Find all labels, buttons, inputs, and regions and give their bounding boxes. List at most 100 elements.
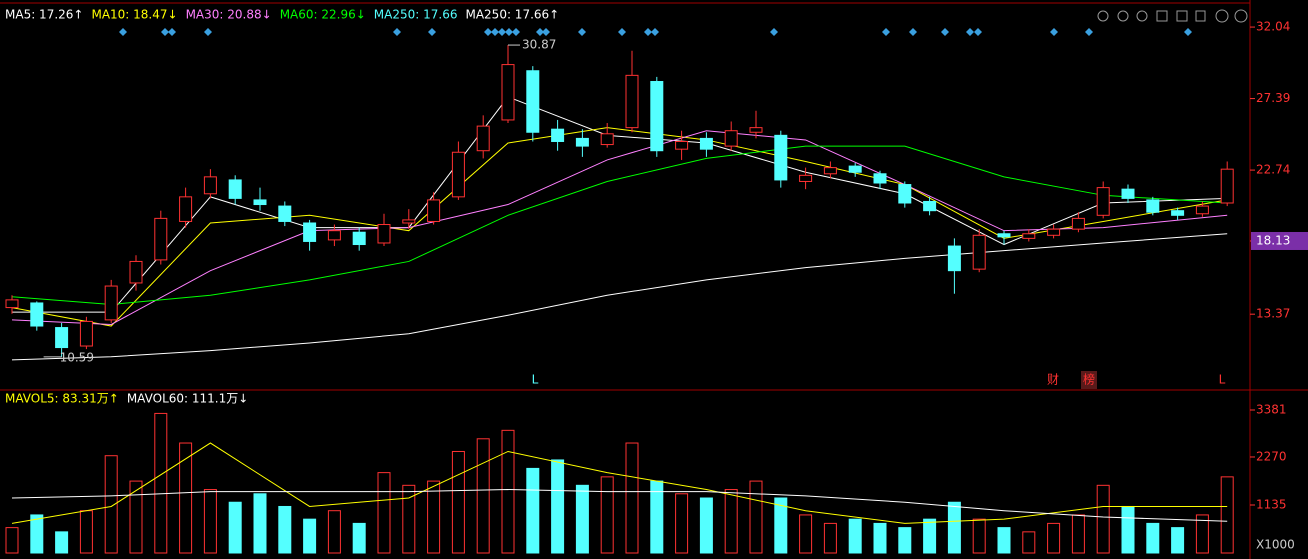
event-marker xyxy=(941,28,949,36)
candle-body xyxy=(923,200,937,212)
candle-body xyxy=(848,165,862,173)
candle-body xyxy=(253,199,267,206)
tool-icon[interactable] xyxy=(1234,9,1248,23)
volume-bar xyxy=(154,412,168,554)
candle-body xyxy=(303,222,317,242)
volume-bar xyxy=(203,489,217,554)
candle-body xyxy=(650,81,664,152)
event-marker xyxy=(498,28,506,36)
volume-bar xyxy=(873,522,887,554)
unit-bg xyxy=(1251,536,1308,554)
volume-bar xyxy=(476,438,490,554)
event-marker xyxy=(168,28,176,36)
volume-bar xyxy=(526,467,540,554)
event-marker xyxy=(484,28,492,36)
event-marker xyxy=(428,28,436,36)
y-tick-label: 13.37 xyxy=(1256,307,1290,321)
event-label: 榜 xyxy=(1083,372,1095,387)
volume-bar xyxy=(848,518,862,554)
tool-icon[interactable] xyxy=(1097,10,1109,22)
event-marker xyxy=(161,28,169,36)
candle-body xyxy=(551,128,565,142)
tool-icon[interactable] xyxy=(1176,10,1188,22)
event-marker xyxy=(770,28,778,36)
event-marker xyxy=(974,28,982,36)
volume-bar xyxy=(1022,531,1036,554)
marker-bg xyxy=(1081,371,1097,389)
candle-body xyxy=(575,137,589,147)
candle-body xyxy=(427,199,441,222)
event-marker xyxy=(491,28,499,36)
ma-line xyxy=(11,233,1228,361)
tool-icon[interactable] xyxy=(1156,10,1168,22)
candle-body xyxy=(228,179,242,199)
candle-body xyxy=(625,74,639,129)
volume-bar xyxy=(179,442,193,554)
volume-bar xyxy=(1047,522,1061,554)
price-highlight xyxy=(1251,231,1308,250)
volume-bar xyxy=(427,480,441,554)
y-tick-label: 18.13 xyxy=(1256,233,1290,247)
candle-body xyxy=(699,137,713,150)
y-tick-label: 1135 xyxy=(1256,497,1287,511)
candle-body xyxy=(402,219,416,224)
y-tick-label: 22.74 xyxy=(1256,163,1290,177)
event-marker xyxy=(1050,28,1058,36)
volume-bar xyxy=(30,514,44,554)
event-label: L xyxy=(532,373,539,387)
volume-bar xyxy=(699,497,713,554)
y-tick-label: 27.39 xyxy=(1256,91,1290,105)
volume-bar xyxy=(55,531,69,554)
tool-icon[interactable] xyxy=(1136,10,1148,22)
volume-bar xyxy=(1121,505,1135,554)
ma-line xyxy=(11,130,1228,325)
volume-bar xyxy=(551,459,565,554)
candle-body xyxy=(1022,233,1036,239)
candle-body xyxy=(30,302,44,327)
volume-bar xyxy=(352,522,366,554)
volume-bar xyxy=(625,442,639,554)
volume-bar xyxy=(278,505,292,554)
toolbar xyxy=(1097,9,1248,23)
volume-bar xyxy=(749,480,763,554)
candle-body xyxy=(327,230,341,241)
event-label: L xyxy=(1219,373,1226,387)
event-marker xyxy=(909,28,917,36)
event-marker xyxy=(578,28,586,36)
candle-body xyxy=(278,205,292,222)
tool-icon[interactable] xyxy=(1195,10,1206,22)
event-marker xyxy=(644,28,652,36)
y-tick-label: 32.04 xyxy=(1256,20,1290,34)
candle-body xyxy=(104,285,118,321)
candle-body xyxy=(749,127,763,133)
volume-bar xyxy=(1071,514,1085,554)
candle-body xyxy=(724,130,738,147)
event-marker xyxy=(1085,28,1093,36)
event-marker xyxy=(505,28,513,36)
candle-body xyxy=(898,184,912,204)
volume-bar xyxy=(228,501,242,554)
volume-bar xyxy=(501,429,515,554)
candle-body xyxy=(1071,217,1085,230)
candle-body xyxy=(774,134,788,181)
candle-body xyxy=(1171,210,1185,216)
tool-icon[interactable] xyxy=(1215,9,1229,23)
high-label: 30.87 xyxy=(522,38,556,52)
ma-line xyxy=(11,489,1228,522)
candle-body xyxy=(947,245,961,272)
candle-body xyxy=(179,196,193,222)
event-label: 财 xyxy=(1047,373,1059,387)
tool-icon[interactable] xyxy=(1117,10,1129,22)
volume-bar xyxy=(1195,514,1209,554)
volume-bar xyxy=(1096,484,1110,554)
volume-bar xyxy=(104,455,118,554)
legend-entry: MA250: 17.66 xyxy=(374,8,458,22)
candle-body xyxy=(203,176,217,195)
legend-entry: MA5: 17.26↑ xyxy=(5,8,83,22)
candle-body xyxy=(1195,205,1209,215)
volume-bar xyxy=(303,518,317,554)
volume-bar xyxy=(253,493,267,554)
candle-body xyxy=(675,140,689,150)
volume-bar xyxy=(575,484,589,554)
candle-body xyxy=(799,174,813,182)
